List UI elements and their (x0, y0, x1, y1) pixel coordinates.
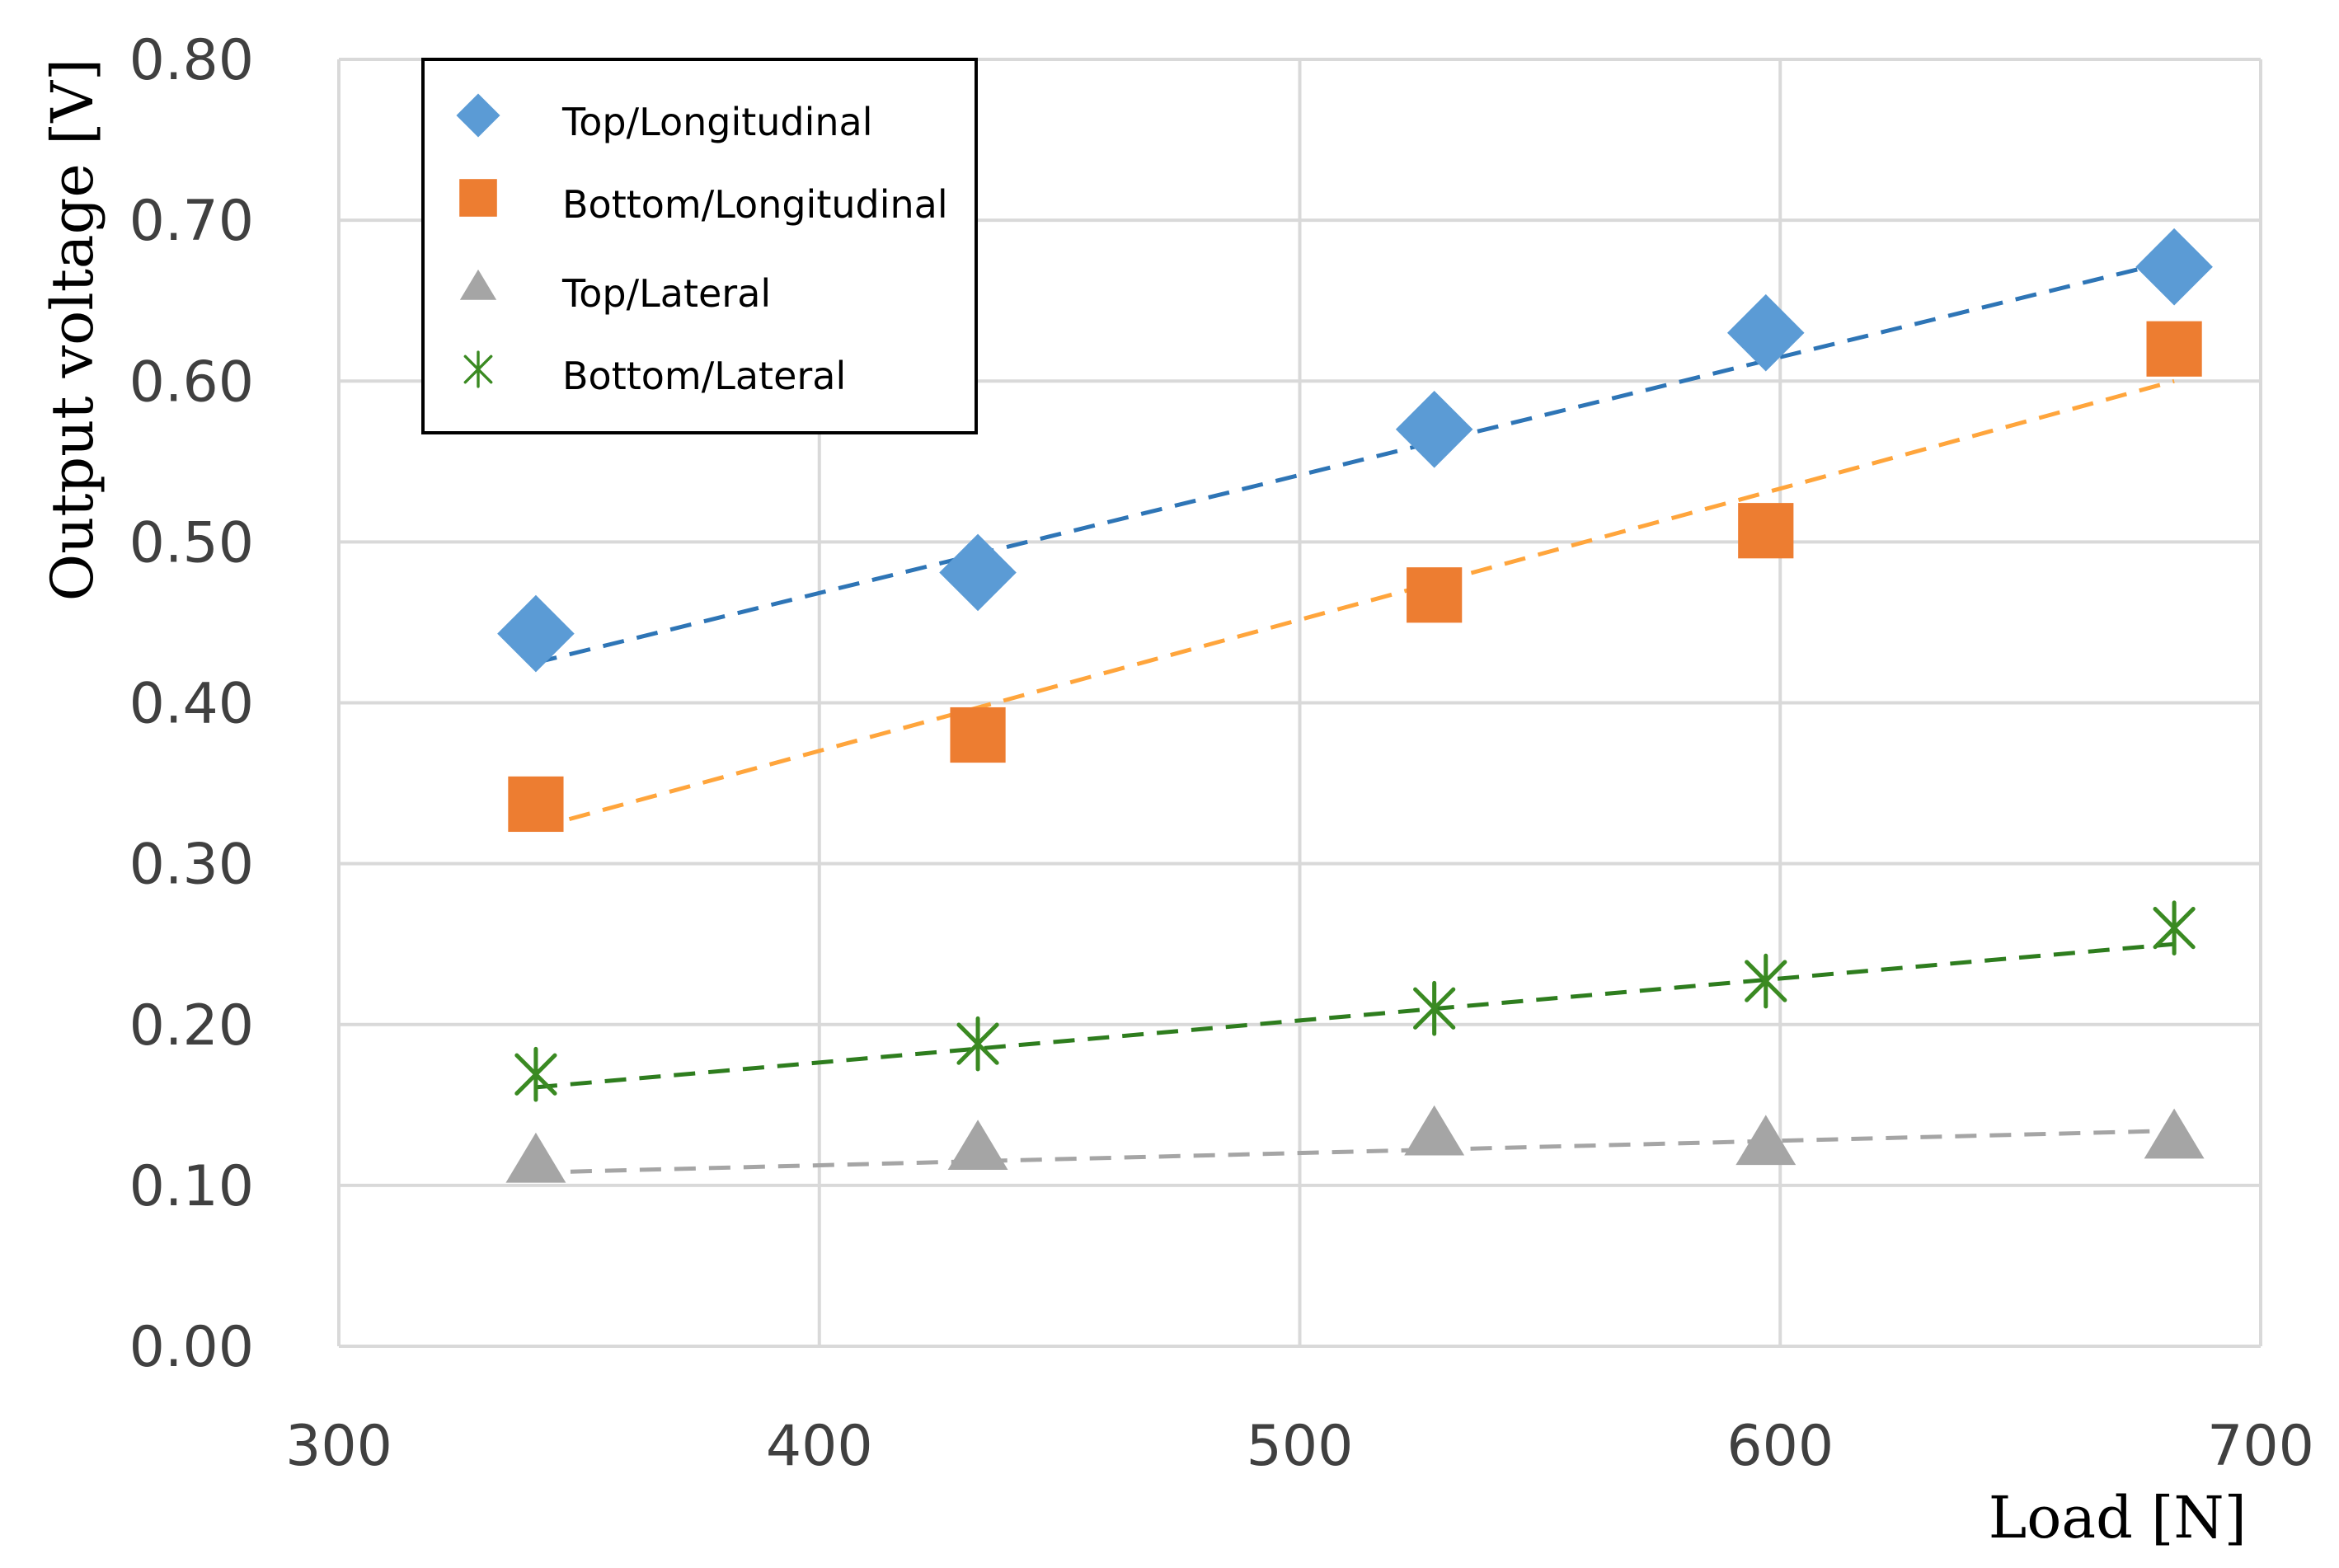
marker-s2-p4 (2144, 1108, 2205, 1159)
marker-s1-p2 (1407, 567, 1463, 623)
marker-s2-p0 (505, 1132, 566, 1183)
legend-label-0: Top/Longitudinal (561, 100, 873, 144)
marker-s2-p1 (947, 1120, 1008, 1171)
marker-s2-p3 (1735, 1115, 1797, 1166)
x-tick-label-3: 600 (1726, 1414, 1834, 1479)
marker-s3-p3 (1745, 953, 1787, 1009)
legend: Top/Longitudinal Bottom/Longitudinal Top/L… (421, 58, 978, 434)
marker-s1-p3 (1738, 503, 1794, 559)
marker-s1-p4 (2146, 321, 2202, 377)
x-tick-label-2: 500 (1247, 1414, 1354, 1479)
y-tick-label-3: 0.30 (129, 833, 254, 898)
marker-s3-p0 (514, 1046, 557, 1102)
y-tick-label-2: 0.20 (129, 993, 254, 1059)
marker-s0-p1 (939, 533, 1017, 612)
marker-s2-p2 (1404, 1105, 1465, 1156)
trendline-3 (535, 941, 2175, 1090)
marker-s3-p4 (2153, 900, 2196, 955)
x-tick-label-4: 700 (2207, 1414, 2314, 1479)
y-axis-title: Output voltage [V] (39, 59, 106, 601)
marker-s3-p2 (1413, 980, 1456, 1036)
legend-label-2: Top/Lateral (561, 271, 771, 316)
marker-s0-p0 (497, 594, 575, 673)
y-tick-label-1: 0.10 (129, 1154, 254, 1219)
tick-labels: 300 400 500 600 700 0.00 0.10 0.20 0.30 0.40 0.50 0… (129, 28, 2314, 1479)
legend-marker-0 (456, 93, 500, 138)
data-markers (497, 228, 2213, 1183)
x-tick-label-0: 300 (285, 1414, 392, 1479)
legend-marker-3 (463, 350, 493, 388)
y-tick-label-6: 0.60 (129, 350, 254, 415)
x-tick-label-1: 400 (766, 1414, 873, 1479)
x-axis-title: Load [N] (1989, 1484, 2247, 1552)
y-tick-label-0: 0.00 (129, 1315, 254, 1380)
marker-s1-p1 (950, 707, 1006, 763)
marker-s3-p1 (956, 1016, 999, 1072)
y-tick-label-5: 0.50 (129, 510, 254, 575)
legend-marker-2 (459, 269, 497, 300)
y-tick-label-4: 0.40 (129, 672, 254, 737)
marker-s0-p2 (1395, 390, 1473, 468)
marker-s0-p4 (2135, 228, 2213, 306)
legend-label-3: Bottom/Lateral (562, 354, 846, 398)
marker-s1-p0 (508, 776, 564, 833)
trendline-0 (535, 258, 2175, 665)
legend-box (421, 58, 978, 434)
legend-label-1: Bottom/Longitudinal (562, 182, 948, 227)
y-tick-label-8: 0.80 (129, 28, 254, 93)
marker-s0-p3 (1726, 293, 1805, 372)
trendline-2 (535, 1129, 2175, 1175)
legend-marker-1 (459, 179, 497, 217)
trend-lines (535, 258, 2175, 1175)
y-tick-label-7: 0.70 (129, 189, 254, 254)
trendline-1 (535, 378, 2175, 831)
